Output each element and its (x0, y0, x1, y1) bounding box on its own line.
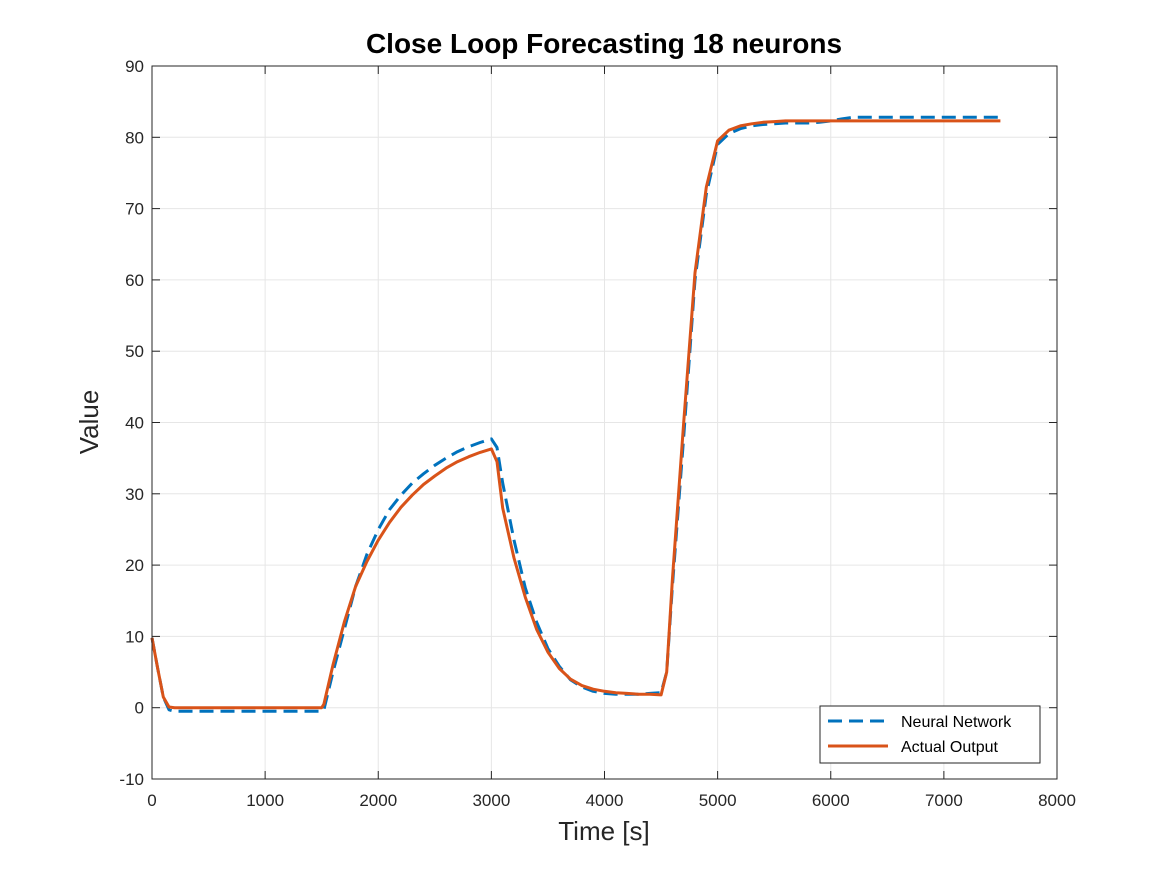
y-tick-label: 30 (125, 485, 144, 504)
legend-label-neural-network: Neural Network (901, 714, 1012, 731)
x-tick-label: 7000 (925, 791, 963, 810)
legend-box (819, 705, 1041, 764)
y-tick-label: 80 (125, 128, 144, 147)
x-axis-label: Time [s] (558, 816, 649, 846)
series-line-actual-output (150, 119, 1001, 710)
y-tick-label: 0 (135, 699, 144, 718)
x-tick-label: 0 (147, 791, 156, 810)
y-axis-label: Value (74, 390, 104, 455)
y-tick-label: 20 (125, 556, 144, 575)
y-tick-label: 40 (125, 414, 144, 433)
y-tick-label: 60 (125, 271, 144, 290)
y-tick-labels: -10 0 10 20 30 40 50 60 70 80 90 (119, 57, 144, 789)
axis-ticks (151, 65, 1058, 780)
y-tick-label: 50 (125, 342, 144, 361)
y-tick-label: 10 (125, 627, 144, 646)
x-tick-label: 6000 (812, 791, 850, 810)
x-tick-label: 1000 (246, 791, 284, 810)
x-tick-label: 3000 (472, 791, 510, 810)
x-tick-labels: 0 1000 2000 3000 4000 5000 6000 7000 8000 (147, 791, 1076, 810)
y-tick-label: 70 (125, 200, 144, 219)
x-tick-label: 2000 (359, 791, 397, 810)
legend: Neural Network Actual Output (819, 705, 1041, 764)
y-tick-label: 90 (125, 57, 144, 76)
x-tick-label: 4000 (586, 791, 624, 810)
series-layer (150, 115, 1001, 713)
chart-title: Close Loop Forecasting 18 neurons (366, 28, 842, 59)
y-tick-label: -10 (119, 770, 144, 789)
legend-label-actual-output: Actual Output (901, 739, 999, 756)
x-tick-label: 5000 (699, 791, 737, 810)
x-tick-label: 8000 (1038, 791, 1076, 810)
